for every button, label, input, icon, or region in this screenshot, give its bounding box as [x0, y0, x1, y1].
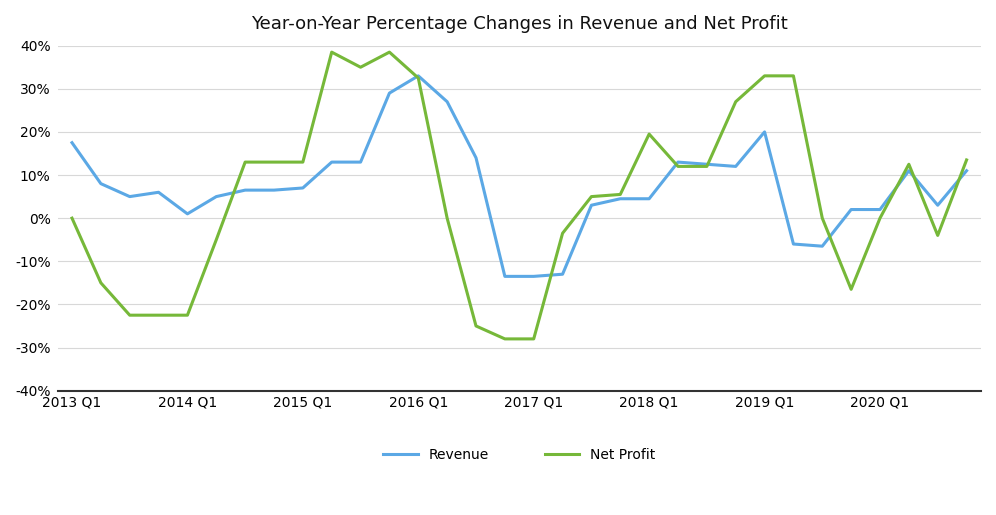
Net Profit [152, 312, 164, 318]
Title: Year-on-Year Percentage Changes in Revenue and Net Profit: Year-on-Year Percentage Changes in Reven… [251, 15, 788, 33]
Net Profit [817, 215, 829, 221]
Revenue [557, 271, 569, 277]
Revenue [701, 161, 713, 167]
Net Profit [730, 99, 742, 105]
Net Profit [66, 215, 78, 221]
Revenue [499, 273, 511, 280]
Net Profit [181, 312, 193, 318]
Revenue [903, 167, 915, 174]
Revenue [470, 154, 482, 161]
Revenue [730, 163, 742, 169]
Net Profit [326, 49, 338, 55]
Net Profit [355, 64, 367, 71]
Revenue [326, 159, 338, 165]
Revenue [586, 202, 598, 208]
Net Profit [239, 159, 251, 165]
Net Profit [903, 161, 915, 167]
Net Profit [383, 49, 395, 55]
Revenue [297, 185, 309, 191]
Net Profit [788, 73, 800, 79]
Net Profit [672, 163, 684, 169]
Legend: Revenue, Net Profit: Revenue, Net Profit [377, 442, 661, 468]
Net Profit [643, 131, 655, 137]
Revenue [152, 189, 164, 195]
Revenue [874, 207, 886, 213]
Net Profit [412, 75, 424, 81]
Revenue [759, 129, 771, 135]
Revenue [210, 194, 222, 200]
Revenue [441, 99, 453, 105]
Revenue [788, 241, 800, 247]
Revenue [528, 273, 540, 280]
Revenue [817, 243, 829, 249]
Revenue [615, 196, 626, 202]
Revenue [181, 211, 193, 217]
Net Profit [557, 230, 569, 236]
Net Profit [268, 159, 280, 165]
Net Profit [960, 157, 972, 163]
Net Profit [586, 194, 598, 200]
Net Profit [701, 163, 713, 169]
Net Profit [759, 73, 771, 79]
Net Profit [874, 215, 886, 221]
Revenue [66, 140, 78, 146]
Revenue [846, 207, 858, 213]
Revenue [643, 196, 655, 202]
Net Profit [297, 159, 309, 165]
Net Profit [931, 232, 943, 238]
Net Profit [470, 323, 482, 329]
Revenue [268, 187, 280, 193]
Net Profit [124, 312, 135, 318]
Revenue [931, 202, 943, 208]
Revenue [412, 73, 424, 79]
Net Profit [95, 280, 107, 286]
Revenue [960, 167, 972, 174]
Revenue [672, 159, 684, 165]
Revenue [239, 187, 251, 193]
Revenue [383, 90, 395, 96]
Revenue [95, 181, 107, 187]
Net Profit [499, 336, 511, 342]
Net Profit [615, 192, 626, 198]
Net Profit [846, 286, 858, 293]
Net Profit [210, 236, 222, 243]
Revenue [124, 194, 135, 200]
Net Profit [528, 336, 540, 342]
Net Profit [441, 215, 453, 221]
Line: Revenue: Revenue [72, 76, 966, 277]
Revenue [355, 159, 367, 165]
Line: Net Profit: Net Profit [72, 52, 966, 339]
